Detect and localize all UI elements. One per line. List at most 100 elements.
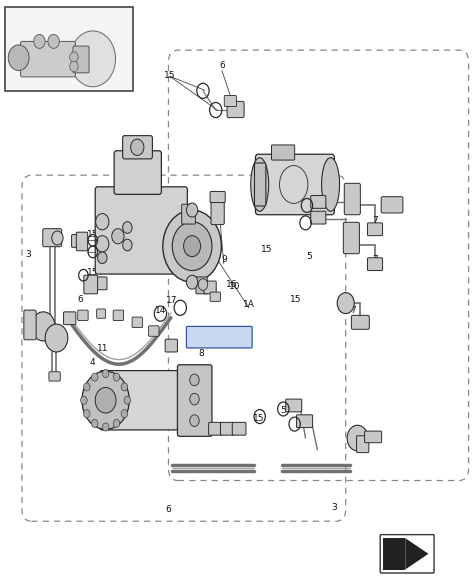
- Circle shape: [102, 370, 109, 378]
- Circle shape: [82, 371, 129, 429]
- FancyBboxPatch shape: [72, 234, 87, 247]
- Text: 4: 4: [317, 164, 322, 173]
- Text: 6: 6: [165, 504, 171, 514]
- Text: 1A: 1A: [243, 300, 255, 309]
- Text: 7: 7: [373, 255, 378, 264]
- FancyBboxPatch shape: [89, 277, 107, 290]
- Circle shape: [121, 383, 128, 391]
- Circle shape: [91, 419, 98, 427]
- Ellipse shape: [321, 158, 339, 211]
- Circle shape: [98, 252, 107, 264]
- Circle shape: [113, 373, 120, 381]
- Circle shape: [83, 410, 90, 417]
- Text: 11: 11: [97, 344, 108, 353]
- FancyBboxPatch shape: [196, 277, 207, 294]
- FancyBboxPatch shape: [297, 415, 313, 427]
- Text: 15: 15: [87, 230, 99, 239]
- FancyBboxPatch shape: [311, 211, 326, 224]
- FancyBboxPatch shape: [210, 292, 220, 301]
- Text: 7: 7: [373, 216, 378, 225]
- FancyBboxPatch shape: [64, 312, 76, 325]
- FancyBboxPatch shape: [367, 223, 383, 236]
- FancyBboxPatch shape: [84, 275, 98, 294]
- Text: 6: 6: [77, 294, 83, 304]
- FancyBboxPatch shape: [367, 258, 383, 271]
- FancyBboxPatch shape: [204, 281, 216, 294]
- FancyBboxPatch shape: [255, 163, 266, 206]
- FancyBboxPatch shape: [210, 191, 225, 202]
- Circle shape: [102, 423, 109, 431]
- FancyBboxPatch shape: [343, 222, 359, 254]
- Circle shape: [112, 229, 124, 244]
- FancyBboxPatch shape: [177, 365, 212, 436]
- Circle shape: [96, 213, 109, 230]
- Circle shape: [91, 373, 98, 381]
- Ellipse shape: [251, 158, 269, 211]
- FancyBboxPatch shape: [95, 187, 187, 274]
- Circle shape: [31, 312, 55, 341]
- Text: 5: 5: [306, 252, 312, 261]
- FancyBboxPatch shape: [76, 232, 88, 251]
- Circle shape: [123, 239, 132, 251]
- Circle shape: [190, 415, 199, 426]
- FancyBboxPatch shape: [113, 310, 124, 321]
- Circle shape: [183, 236, 201, 257]
- Circle shape: [124, 396, 131, 405]
- FancyBboxPatch shape: [380, 535, 434, 573]
- Circle shape: [347, 425, 368, 451]
- Circle shape: [70, 61, 78, 72]
- Text: 6: 6: [219, 61, 225, 71]
- Text: 15: 15: [261, 245, 272, 254]
- Circle shape: [8, 45, 29, 71]
- Text: 15: 15: [291, 294, 302, 304]
- FancyBboxPatch shape: [149, 326, 159, 336]
- FancyBboxPatch shape: [232, 422, 246, 435]
- FancyBboxPatch shape: [351, 315, 369, 329]
- FancyBboxPatch shape: [220, 422, 234, 435]
- Text: 17: 17: [166, 296, 178, 305]
- FancyBboxPatch shape: [365, 431, 382, 442]
- Polygon shape: [405, 538, 428, 570]
- FancyBboxPatch shape: [43, 229, 62, 247]
- Text: 14: 14: [155, 305, 166, 315]
- FancyBboxPatch shape: [224, 96, 237, 107]
- Text: 5: 5: [309, 216, 315, 225]
- Circle shape: [131, 139, 144, 156]
- Circle shape: [81, 396, 87, 405]
- FancyBboxPatch shape: [181, 227, 196, 265]
- FancyBboxPatch shape: [165, 339, 177, 352]
- FancyBboxPatch shape: [211, 198, 224, 224]
- Bar: [383, 538, 405, 570]
- Text: 5: 5: [281, 406, 286, 415]
- Text: 3: 3: [25, 250, 31, 259]
- FancyBboxPatch shape: [100, 371, 185, 430]
- FancyBboxPatch shape: [356, 436, 369, 452]
- Text: 16: 16: [226, 280, 237, 289]
- FancyBboxPatch shape: [255, 154, 334, 215]
- FancyBboxPatch shape: [209, 422, 222, 435]
- FancyBboxPatch shape: [286, 399, 302, 412]
- FancyBboxPatch shape: [123, 136, 153, 159]
- FancyBboxPatch shape: [24, 310, 36, 340]
- Bar: [5, 6, 133, 91]
- FancyBboxPatch shape: [311, 195, 326, 208]
- Circle shape: [34, 34, 45, 48]
- Circle shape: [190, 394, 199, 405]
- FancyBboxPatch shape: [272, 145, 295, 160]
- Text: 1: 1: [142, 145, 148, 153]
- FancyBboxPatch shape: [381, 196, 403, 213]
- Circle shape: [48, 34, 59, 48]
- Circle shape: [45, 324, 68, 352]
- Text: 10: 10: [229, 282, 240, 292]
- Text: 3: 3: [331, 503, 337, 512]
- Circle shape: [70, 52, 78, 62]
- FancyBboxPatch shape: [97, 309, 106, 318]
- Text: 15: 15: [253, 414, 264, 423]
- Text: 07.04.01: 07.04.01: [197, 332, 241, 342]
- Circle shape: [123, 222, 132, 233]
- FancyBboxPatch shape: [20, 41, 75, 77]
- FancyBboxPatch shape: [344, 183, 360, 215]
- FancyBboxPatch shape: [182, 204, 195, 224]
- Circle shape: [186, 275, 198, 289]
- Circle shape: [337, 293, 354, 314]
